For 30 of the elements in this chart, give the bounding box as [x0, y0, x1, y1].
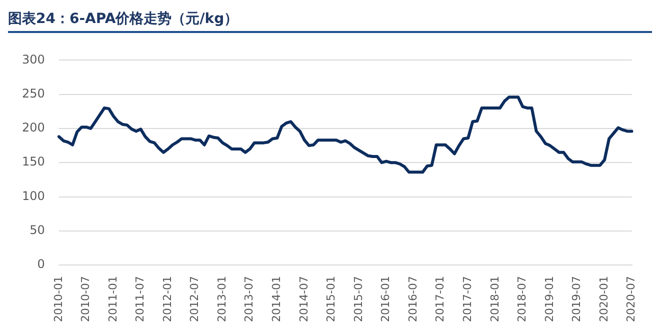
y-tick-label: 150	[22, 154, 45, 169]
y-tick-label: 100	[22, 188, 45, 203]
y-tick-label: 300	[22, 52, 45, 66]
x-tick-label: 2013-07	[242, 276, 256, 322]
x-tick-label: 2014-07	[297, 276, 310, 322]
x-tick-label: 2012-07	[188, 276, 202, 322]
x-tick-label: 2018-01	[488, 276, 502, 322]
x-tick-label: 2020-01	[597, 276, 610, 322]
x-tick-label: 2010-07	[79, 276, 92, 322]
x-tick-label: 2011-01	[106, 276, 120, 322]
y-tick-label: 50	[30, 223, 45, 238]
y-tick-label: 0	[37, 257, 45, 272]
x-tick-label: 2018-07	[516, 276, 529, 322]
x-tick-label: 2014-01	[270, 276, 284, 322]
x-tick-label: 2013-01	[215, 276, 228, 322]
x-tick-label: 2020-07	[624, 276, 638, 322]
x-tick-label: 2017-01	[434, 276, 447, 322]
x-tick-label: 2012-01	[160, 276, 174, 322]
x-tick-label: 2010-01	[52, 276, 65, 322]
x-tick-label: 2015-07	[352, 276, 365, 322]
x-tick-label: 2016-07	[406, 276, 420, 322]
y-tick-label: 200	[22, 120, 45, 135]
x-tick-label: 2019-07	[570, 276, 584, 322]
x-tick-label: 2015-01	[324, 276, 338, 322]
x-tick-label: 2017-07	[460, 276, 474, 322]
x-tick-label: 2019-01	[542, 276, 556, 322]
chart-title: 图表24：6-APA价格走势（元/kg）	[8, 11, 238, 27]
x-tick-label: 2016-01	[379, 276, 392, 322]
y-tick-label: 250	[22, 86, 45, 100]
x-tick-label: 2011-07	[134, 276, 147, 322]
